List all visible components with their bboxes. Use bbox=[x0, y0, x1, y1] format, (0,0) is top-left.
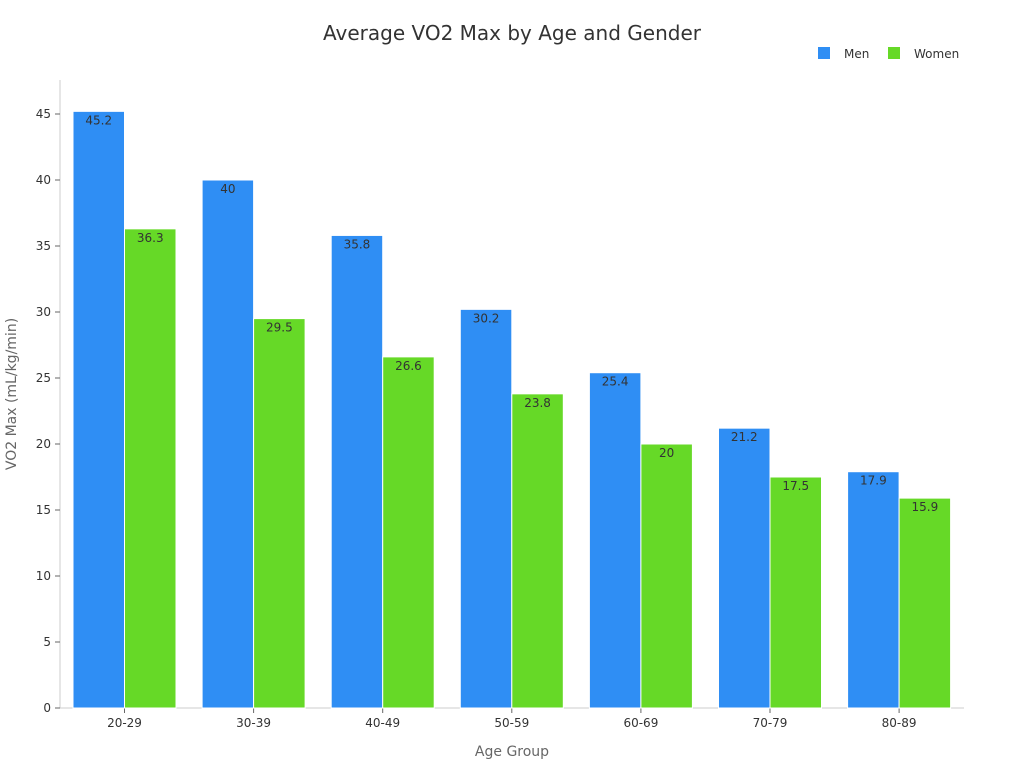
x-tick-label: 30-39 bbox=[236, 716, 271, 730]
legend-label-women: Women bbox=[914, 47, 959, 61]
x-tick-label: 40-49 bbox=[365, 716, 400, 730]
data-label-women: 15.9 bbox=[911, 500, 938, 514]
bar-men bbox=[588, 372, 642, 709]
data-label-men: 21.2 bbox=[731, 430, 758, 444]
bar-men bbox=[459, 308, 513, 709]
bar-men bbox=[201, 179, 255, 709]
x-tick-label: 60-69 bbox=[623, 716, 658, 730]
x-tick-label: 80-89 bbox=[882, 716, 917, 730]
chart-title: Average VO2 Max by Age and Gender bbox=[323, 21, 702, 45]
data-label-men: 30.2 bbox=[473, 311, 500, 325]
x-tick-label: 20-29 bbox=[107, 716, 142, 730]
bar-men bbox=[330, 234, 384, 709]
x-tick-label: 50-59 bbox=[494, 716, 529, 730]
data-label-men: 45.2 bbox=[85, 113, 112, 127]
data-label-women: 23.8 bbox=[524, 396, 551, 410]
bar-men bbox=[72, 110, 125, 709]
data-label-men: 35.8 bbox=[344, 237, 371, 251]
bars-group bbox=[72, 110, 952, 709]
bar-men bbox=[847, 471, 900, 709]
bar-women bbox=[640, 443, 693, 709]
data-label-men: 25.4 bbox=[602, 375, 629, 389]
y-tick-label: 25 bbox=[36, 371, 51, 385]
data-label-women: 17.5 bbox=[782, 479, 809, 493]
data-label-women: 20 bbox=[659, 446, 674, 460]
bar-women bbox=[511, 393, 564, 709]
legend: Men Women bbox=[818, 47, 959, 61]
bar-women bbox=[124, 228, 177, 709]
x-axis-title: Age Group bbox=[475, 744, 549, 760]
x-tick-label: 70-79 bbox=[753, 716, 788, 730]
data-label-women: 26.6 bbox=[395, 359, 422, 373]
y-tick-label: 40 bbox=[36, 173, 51, 187]
data-label-men: 40 bbox=[220, 182, 235, 196]
y-axis-title: VO2 Max (mL/kg/min) bbox=[4, 318, 20, 470]
y-tick-label: 10 bbox=[36, 569, 51, 583]
data-label-men: 17.9 bbox=[860, 474, 887, 488]
y-tick-label: 20 bbox=[36, 437, 51, 451]
y-axis: 0 5 10 15 20 25 30 35 40 45 bbox=[36, 80, 61, 715]
y-tick-label: 5 bbox=[43, 635, 51, 649]
x-axis: 20-29 30-39 40-49 50-59 60-69 70-79 80-89 bbox=[60, 707, 964, 730]
y-tick-label: 35 bbox=[36, 239, 51, 253]
bar-women bbox=[769, 476, 822, 709]
y-tick-label: 30 bbox=[36, 305, 51, 319]
data-label-women: 36.3 bbox=[137, 231, 164, 245]
legend-swatch-men bbox=[818, 47, 830, 59]
bar-women bbox=[382, 356, 435, 709]
bar-women bbox=[898, 497, 952, 709]
y-tick-label: 45 bbox=[36, 107, 51, 121]
bar-women bbox=[253, 318, 306, 709]
legend-label-men: Men bbox=[844, 47, 869, 61]
y-tick-label: 0 bbox=[43, 701, 51, 715]
y-tick-label: 15 bbox=[36, 503, 51, 517]
data-labels-group: 45.2 36.3 40 29.5 35.8 26.6 30.2 23.8 25.4 20 21.2… bbox=[85, 113, 938, 514]
data-label-women: 29.5 bbox=[266, 321, 293, 335]
legend-swatch-women bbox=[888, 47, 900, 59]
bar-men bbox=[718, 427, 771, 709]
